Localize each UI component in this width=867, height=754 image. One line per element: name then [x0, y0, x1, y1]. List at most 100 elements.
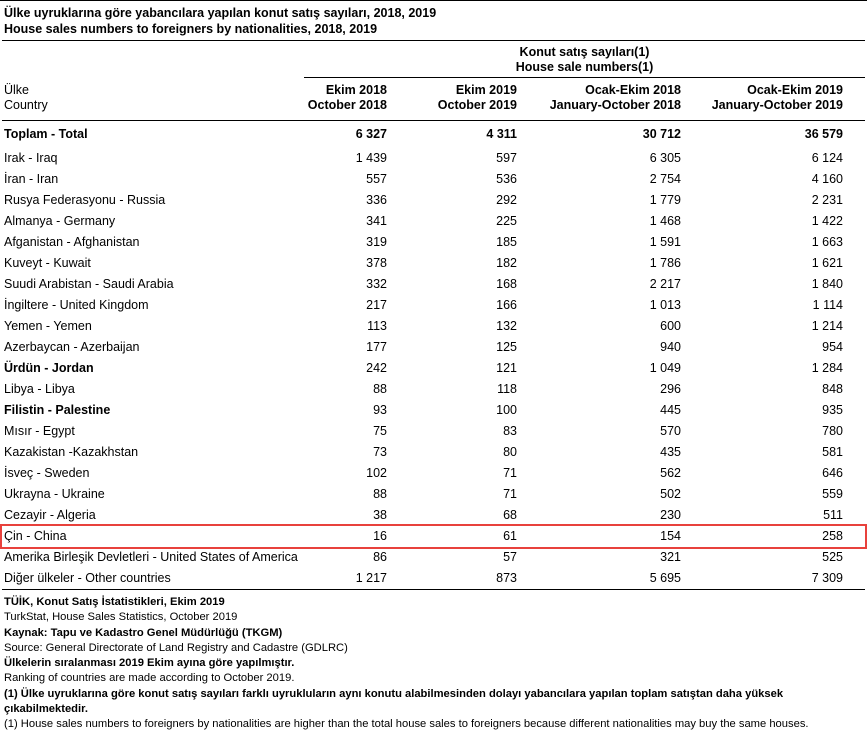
value-cell: 873	[496, 571, 517, 585]
value-cell: 4 311	[486, 127, 517, 141]
country-cell: Irak - Iraq	[4, 151, 58, 165]
value-cell: 557	[366, 172, 387, 186]
column-header-october-2019: Ekim 2019 October 2019	[407, 83, 537, 113]
value-cell: 36 579	[804, 127, 843, 141]
table-row: Azerbaycan - Azerbaijan 177 125 940 954	[2, 337, 865, 358]
value-cell: 38	[373, 508, 387, 522]
column-header-en: January-October 2019	[711, 98, 843, 112]
value-cell: 80	[503, 445, 517, 459]
footnote-line: Ranking of countries are made according …	[4, 672, 295, 685]
footnote-line: Ülkelerin sıralanması 2019 Ekim ayına gö…	[4, 657, 295, 670]
value-cell: 217	[366, 298, 387, 312]
table-row: Cezayir - Algeria 38 68 230 511	[2, 505, 865, 526]
value-cell: 600	[660, 319, 681, 333]
table-row: Rusya Federasyonu - Russia 336 292 1 779 2 2…	[2, 190, 865, 211]
value-cell: 296	[660, 382, 681, 396]
table-row: Kazakistan -Kazakhstan 73 80 435 581	[2, 442, 865, 463]
country-cell: Yemen - Yemen	[4, 319, 92, 333]
value-cell: 88	[373, 382, 387, 396]
table-row: Ukrayna - Ukraine 88 71 502 559	[2, 484, 865, 505]
table-row: Filistin - Palestine 93 100 445 935	[2, 400, 865, 421]
column-header-october-2018: Ekim 2018 October 2018	[304, 83, 407, 113]
value-cell: 16	[373, 529, 387, 543]
value-cell: 1 468	[649, 214, 681, 228]
country-cell: Diğer ülkeler - Other countries	[4, 571, 171, 585]
value-cell: 6 305	[649, 151, 681, 165]
value-cell: 5 695	[649, 571, 681, 585]
value-cell: 525	[822, 550, 843, 564]
country-cell: Kuveyt - Kuwait	[4, 256, 91, 270]
value-cell: 581	[822, 445, 843, 459]
value-cell: 780	[822, 424, 843, 438]
value-cell: 132	[496, 319, 517, 333]
column-header-tr: Ocak-Ekim 2019	[747, 83, 843, 97]
value-cell: 954	[822, 340, 843, 354]
value-cell: 185	[496, 235, 517, 249]
value-cell: 177	[366, 340, 387, 354]
value-cell: 559	[822, 487, 843, 501]
footnote-line: TurkStat, House Sales Statistics, Octobe…	[4, 611, 238, 624]
value-cell: 258	[822, 529, 843, 543]
country-cell: Toplam - Total	[4, 127, 88, 141]
column-header-january-october-2018: Ocak-Ekim 2018 January-October 2018	[537, 83, 701, 113]
value-cell: 121	[496, 361, 517, 375]
footnote-line: TÜİK, Konut Satış İstatistikleri, Ekim 2…	[4, 596, 225, 608]
value-cell: 1 591	[649, 235, 681, 249]
table-row: Amerika Birleşik Devletleri - United Sta…	[2, 547, 865, 568]
value-cell: 242	[366, 361, 387, 375]
value-cell: 57	[503, 550, 517, 564]
value-cell: 332	[366, 277, 387, 291]
value-cell: 125	[496, 340, 517, 354]
value-cell: 341	[366, 214, 387, 228]
footnote-line: Source: General Directorate of Land Regi…	[4, 641, 348, 654]
column-group-header: Konut satış sayıları(1) House sale numbe…	[304, 45, 865, 78]
value-cell: 1 214	[811, 319, 843, 333]
value-cell: 182	[496, 256, 517, 270]
column-header-en: October 2019	[437, 98, 517, 112]
country-cell: Almanya - Germany	[4, 214, 116, 228]
value-cell: 570	[660, 424, 681, 438]
country-cell: Ukrayna - Ukraine	[4, 487, 105, 501]
value-cell: 154	[660, 529, 681, 543]
value-cell: 1 840	[811, 277, 843, 291]
value-cell: 71	[503, 487, 517, 501]
country-cell: Mısır - Egypt	[4, 424, 75, 438]
table-body: Toplam - Total 6 327 4 311 30 712 36 579 Irak…	[0, 121, 867, 590]
value-cell: 646	[822, 466, 843, 480]
value-cell: 86	[373, 550, 387, 564]
country-cell: Ürdün - Jordan	[4, 361, 94, 375]
table-row: Ürdün - Jordan 242 121 1 049 1 284	[2, 358, 865, 379]
value-cell: 1 786	[649, 256, 681, 270]
value-cell: 118	[497, 382, 517, 396]
table-row: Suudi Arabistan - Saudi Arabia 332 168 2 21…	[2, 274, 865, 295]
value-cell: 1 013	[649, 298, 681, 312]
country-cell: İran - Iran	[4, 172, 59, 186]
value-cell: 562	[660, 466, 681, 480]
value-cell: 292	[496, 193, 517, 207]
footnote-line: (1) Ülke uyruklarına göre konut satış sa…	[4, 687, 784, 716]
value-cell: 1 049	[649, 361, 681, 375]
column-header-en: January-October 2018	[549, 98, 681, 112]
table-row: Diğer ülkeler - Other countries 1 217 873 5…	[2, 568, 865, 589]
value-cell: 321	[660, 550, 681, 564]
value-cell: 597	[496, 151, 517, 165]
column-header-tr: Ekim 2018	[325, 83, 387, 97]
value-cell: 848	[822, 382, 843, 396]
country-cell: İsveç - Sweden	[4, 466, 90, 480]
value-cell: 230	[660, 508, 681, 522]
table-row: İran - Iran 557 536 2 754 4 160	[2, 169, 865, 190]
value-cell: 166	[496, 298, 517, 312]
country-cell: Çin - China	[4, 529, 67, 543]
column-header-january-october-2019: Ocak-Ekim 2019 January-October 2019	[701, 83, 863, 113]
value-cell: 445	[660, 403, 681, 417]
row-header-country: Ülke Country	[2, 83, 304, 113]
value-cell: 1 779	[649, 193, 681, 207]
value-cell: 6 124	[811, 151, 843, 165]
value-cell: 511	[823, 508, 843, 522]
value-cell: 100	[496, 403, 517, 417]
row-header-en: Country	[4, 98, 48, 112]
value-cell: 1 217	[355, 571, 387, 585]
country-cell: Kazakistan -Kazakhstan	[4, 445, 139, 459]
value-cell: 1 663	[811, 235, 843, 249]
